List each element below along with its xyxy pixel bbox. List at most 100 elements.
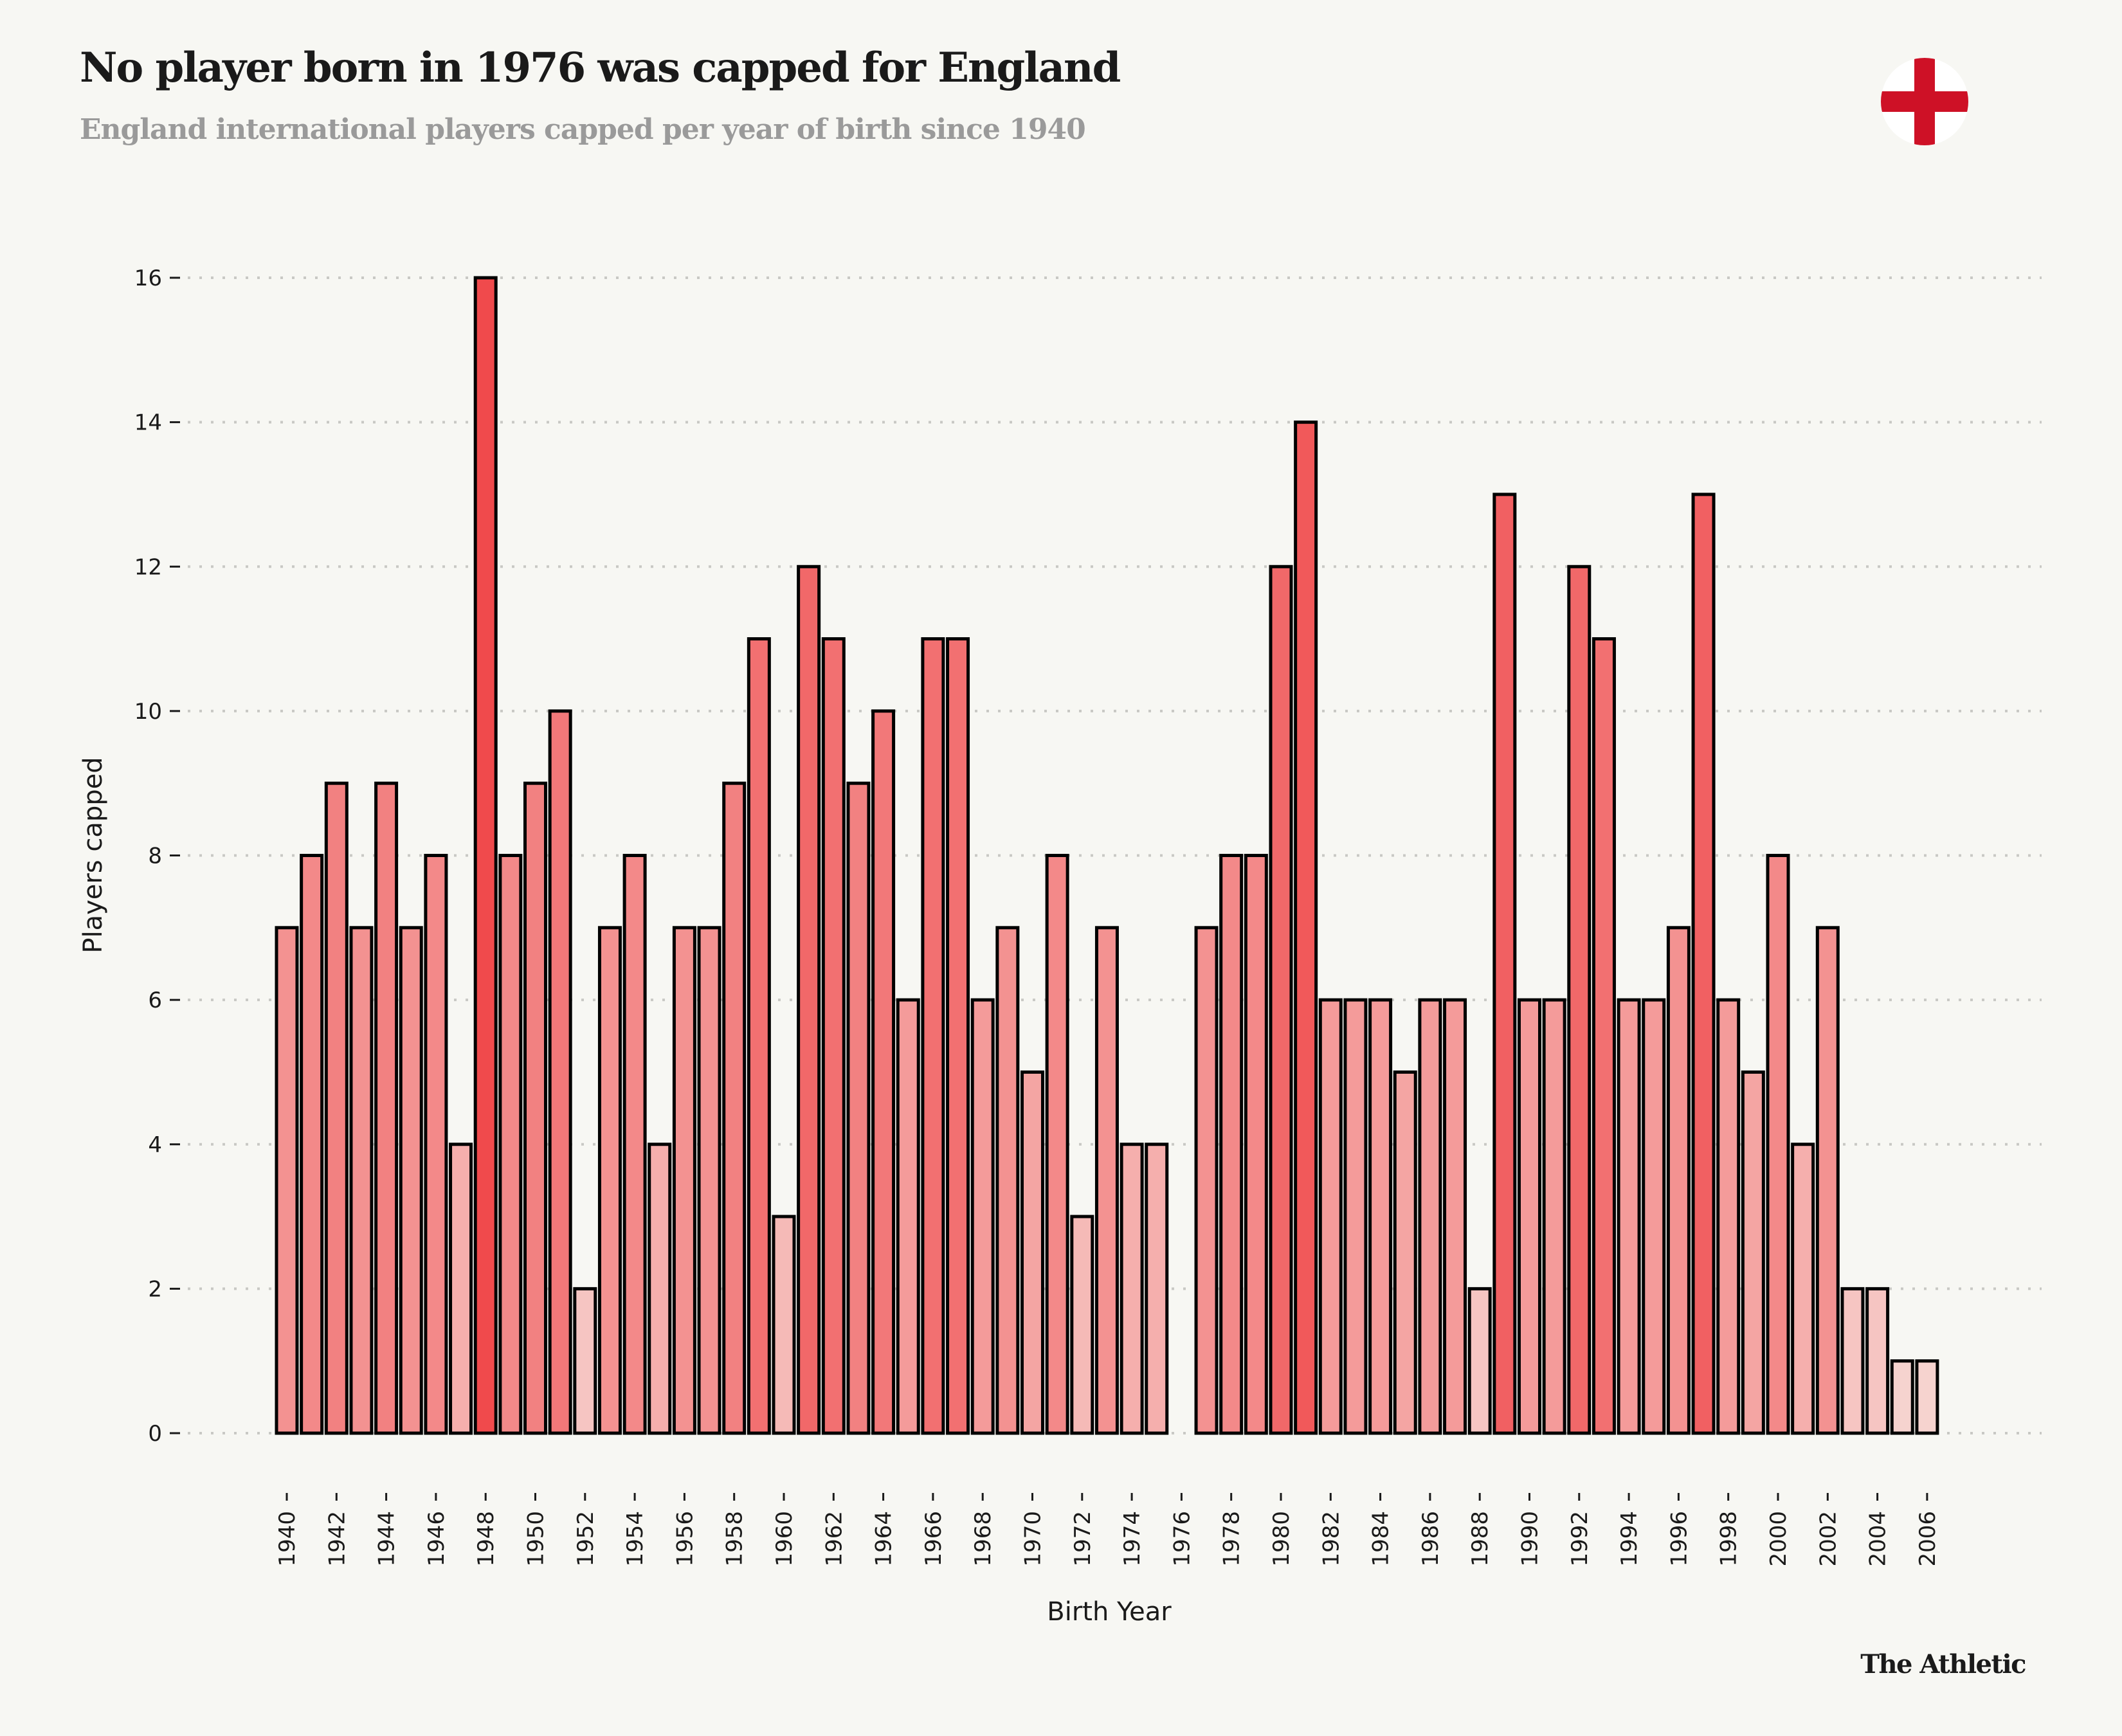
x-tick-label: 1956	[672, 1511, 698, 1567]
x-tick-label: 1966	[921, 1511, 947, 1567]
england-flag-icon	[1881, 58, 1968, 145]
y-tick-label: 0	[148, 1421, 162, 1447]
bar	[1418, 998, 1442, 1435]
x-tick-label: 1994	[1617, 1511, 1642, 1567]
bar	[573, 1287, 597, 1435]
x-tick-label: 1952	[573, 1511, 599, 1567]
chart-title: No player born in 1976 was capped for En…	[80, 44, 1121, 92]
bar	[821, 637, 846, 1435]
y-tick-label: 14	[134, 410, 162, 436]
bar	[1915, 1359, 1939, 1435]
bar	[1642, 998, 1666, 1435]
bar	[648, 1143, 672, 1435]
x-tick-label: 2002	[1815, 1511, 1841, 1567]
bar	[523, 781, 547, 1435]
bar	[374, 781, 399, 1435]
y-tick-label: 4	[148, 1132, 162, 1158]
bar	[1766, 854, 1790, 1435]
bar	[1691, 493, 1716, 1435]
x-tick-label: 1946	[424, 1511, 449, 1567]
x-tick-label: 1954	[622, 1511, 648, 1567]
bar	[1716, 998, 1741, 1435]
bar	[946, 637, 970, 1435]
bar	[1518, 998, 1541, 1435]
bar	[722, 781, 747, 1435]
x-tick-label: 1950	[523, 1511, 549, 1567]
bar	[548, 709, 572, 1435]
x-tick-label: 1940	[275, 1511, 300, 1567]
x-tick-label: 2006	[1915, 1511, 1941, 1567]
x-tick-label: 1988	[1467, 1511, 1493, 1567]
x-tick-label: 1942	[324, 1511, 350, 1567]
bar	[597, 926, 622, 1435]
bar	[622, 854, 647, 1435]
x-tick-label: 1970	[1020, 1511, 1046, 1567]
bar	[1492, 493, 1517, 1435]
bar	[1592, 637, 1616, 1435]
bar	[1791, 1143, 1815, 1435]
x-tick-label: 1978	[1219, 1511, 1245, 1567]
bar	[399, 926, 423, 1435]
x-tick-label: 1976	[1169, 1511, 1195, 1567]
x-tick-label: 1972	[1070, 1511, 1096, 1567]
bar	[921, 637, 945, 1435]
x-tick-label: 2000	[1766, 1511, 1791, 1567]
bar	[970, 998, 995, 1435]
x-tick-label: 1948	[473, 1511, 499, 1567]
bar	[772, 1215, 796, 1435]
bar	[1393, 1070, 1417, 1435]
bar	[1865, 1287, 1890, 1435]
x-tick-label: 1992	[1567, 1511, 1593, 1567]
y-tick-label: 16	[134, 266, 162, 291]
x-tick-label: 1990	[1518, 1511, 1543, 1567]
x-tick-label: 1974	[1120, 1511, 1145, 1567]
x-tick-label: 1986	[1418, 1511, 1444, 1567]
bar	[871, 709, 896, 1435]
y-tick-label: 8	[148, 844, 162, 869]
bar	[1070, 1215, 1094, 1435]
bar	[1318, 998, 1343, 1435]
bar	[1094, 926, 1119, 1435]
bar	[275, 926, 299, 1435]
flag-cross-horizontal	[1881, 91, 1968, 112]
bar	[1269, 565, 1293, 1435]
bar	[697, 926, 721, 1435]
bar	[424, 854, 448, 1435]
x-tick-label: 1984	[1368, 1511, 1394, 1567]
x-tick-label: 1944	[374, 1511, 400, 1567]
bar	[1368, 998, 1393, 1435]
x-tick-label: 1998	[1716, 1511, 1742, 1567]
bar	[1741, 1070, 1765, 1435]
chart-subtitle: England international players capped per…	[80, 113, 1086, 146]
x-tick-label: 1962	[821, 1511, 847, 1567]
bar	[995, 926, 1020, 1435]
bar	[1020, 1070, 1044, 1435]
y-tick-label: 6	[148, 988, 162, 1013]
x-axis-title: Birth Year	[1047, 1597, 1172, 1627]
x-tick-label: 1982	[1318, 1511, 1344, 1567]
bar	[1666, 926, 1691, 1435]
bar	[1542, 998, 1566, 1435]
bar	[349, 926, 374, 1435]
x-tick-label: 1960	[772, 1511, 797, 1567]
bar	[1443, 998, 1467, 1435]
bar	[797, 565, 821, 1435]
bar	[1145, 1143, 1169, 1435]
bar	[1467, 1287, 1492, 1435]
bar	[1617, 998, 1641, 1435]
bar	[896, 998, 920, 1435]
bar	[672, 926, 696, 1435]
y-tick-label: 10	[134, 699, 162, 725]
bar	[1219, 854, 1244, 1435]
x-axis: 1940 1942 1944 1946 1948 1950 1952 1954 1956 1958…	[275, 1493, 1941, 1567]
y-tick-label: 2	[148, 1276, 162, 1302]
y-axis-title: Players capped	[78, 757, 108, 953]
y-tick-label: 12	[134, 554, 162, 580]
x-tick-label: 1996	[1666, 1511, 1692, 1567]
bar	[747, 637, 771, 1435]
bar	[1244, 854, 1268, 1435]
x-tick-label: 2004	[1865, 1511, 1891, 1567]
x-tick-label: 1964	[871, 1511, 897, 1567]
bar	[1840, 1287, 1865, 1435]
